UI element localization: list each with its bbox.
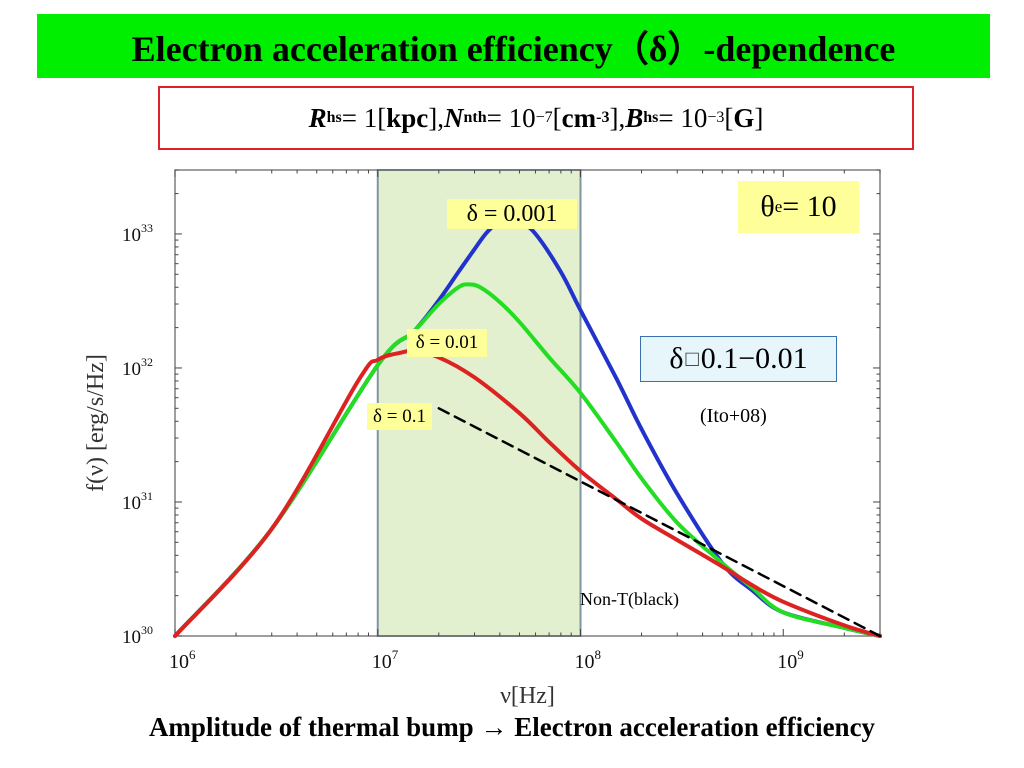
- param-n-unit: cm: [561, 102, 597, 133]
- axes-layer: [174, 169, 881, 637]
- theta-symbol: θ: [760, 190, 775, 223]
- param-b-symbol: B: [625, 102, 644, 133]
- delta-range-box: δ □ 0.1−0.01: [640, 336, 837, 382]
- delta-0001-label: δ = 0.001: [447, 199, 577, 229]
- series-layer: [173, 216, 882, 638]
- param-r-subscript: hs: [326, 109, 342, 126]
- param-b-open: [: [724, 102, 734, 133]
- nonthermal-label: Non-T(black): [580, 589, 679, 609]
- y-axis-title: f(ν) [erg/s/Hz]: [83, 354, 109, 492]
- param-n-eq: = 10: [486, 102, 536, 133]
- param-b-exponent: −3: [707, 109, 725, 126]
- x-tick-label: 107: [372, 647, 399, 673]
- y-tick-label: 1031: [122, 489, 153, 514]
- param-r-unit: kpc: [386, 102, 429, 133]
- param-r-close: ],: [428, 102, 444, 133]
- plot-frame: [174, 169, 881, 637]
- series-nonthermal: [437, 407, 882, 638]
- param-n-unit-exponent: -3: [596, 109, 610, 126]
- y-tick-label: 1030: [122, 623, 153, 648]
- y-tick-label: 1033: [122, 221, 153, 246]
- x-tick-label: 108: [575, 647, 602, 673]
- theta-subscript: e: [774, 197, 783, 216]
- citation-label: (Ito+08): [700, 405, 767, 427]
- series-delta-01: [173, 349, 882, 638]
- param-b-close: ]: [754, 102, 764, 133]
- axis-labels-layer: 106 107 108 109 1030 1031 1032 1033 ν[Hz] f(ν) [e…: [83, 221, 804, 709]
- param-n-subscript: nth: [463, 109, 487, 126]
- param-b-subscript: hs: [643, 109, 659, 126]
- delta-range-values: 0.1−0.01: [700, 342, 808, 375]
- param-n-exponent: −7: [535, 109, 553, 126]
- param-n-symbol: N: [444, 102, 464, 133]
- x-tick-label: 106: [169, 647, 196, 673]
- x-axis-title: ν[Hz]: [500, 683, 555, 709]
- delta-001-label: δ = 0.01: [407, 329, 487, 357]
- param-r-symbol: R: [308, 102, 327, 133]
- param-b-unit: G: [733, 102, 755, 133]
- slide-title-bar: Electron acceleration efficiency（δ）-depe…: [37, 14, 990, 78]
- param-b-eq: = 10: [658, 102, 708, 133]
- delta-range-symbol: δ: [669, 342, 684, 375]
- delta-01-label: δ = 0.1: [367, 403, 432, 430]
- y-tick-label: 1032: [122, 355, 153, 380]
- theta-value: = 10: [782, 190, 837, 223]
- slide-caption: Amplitude of thermal bump → Electron acc…: [148, 712, 876, 742]
- param-n-open: [: [552, 102, 562, 133]
- param-n-close: ],: [609, 102, 626, 133]
- slide-title: Electron acceleration efficiency（δ）-depe…: [131, 29, 896, 69]
- param-r-eq: = 1[: [341, 102, 387, 133]
- x-tick-label: 109: [777, 647, 804, 673]
- delta-range-glyph: □: [685, 346, 699, 371]
